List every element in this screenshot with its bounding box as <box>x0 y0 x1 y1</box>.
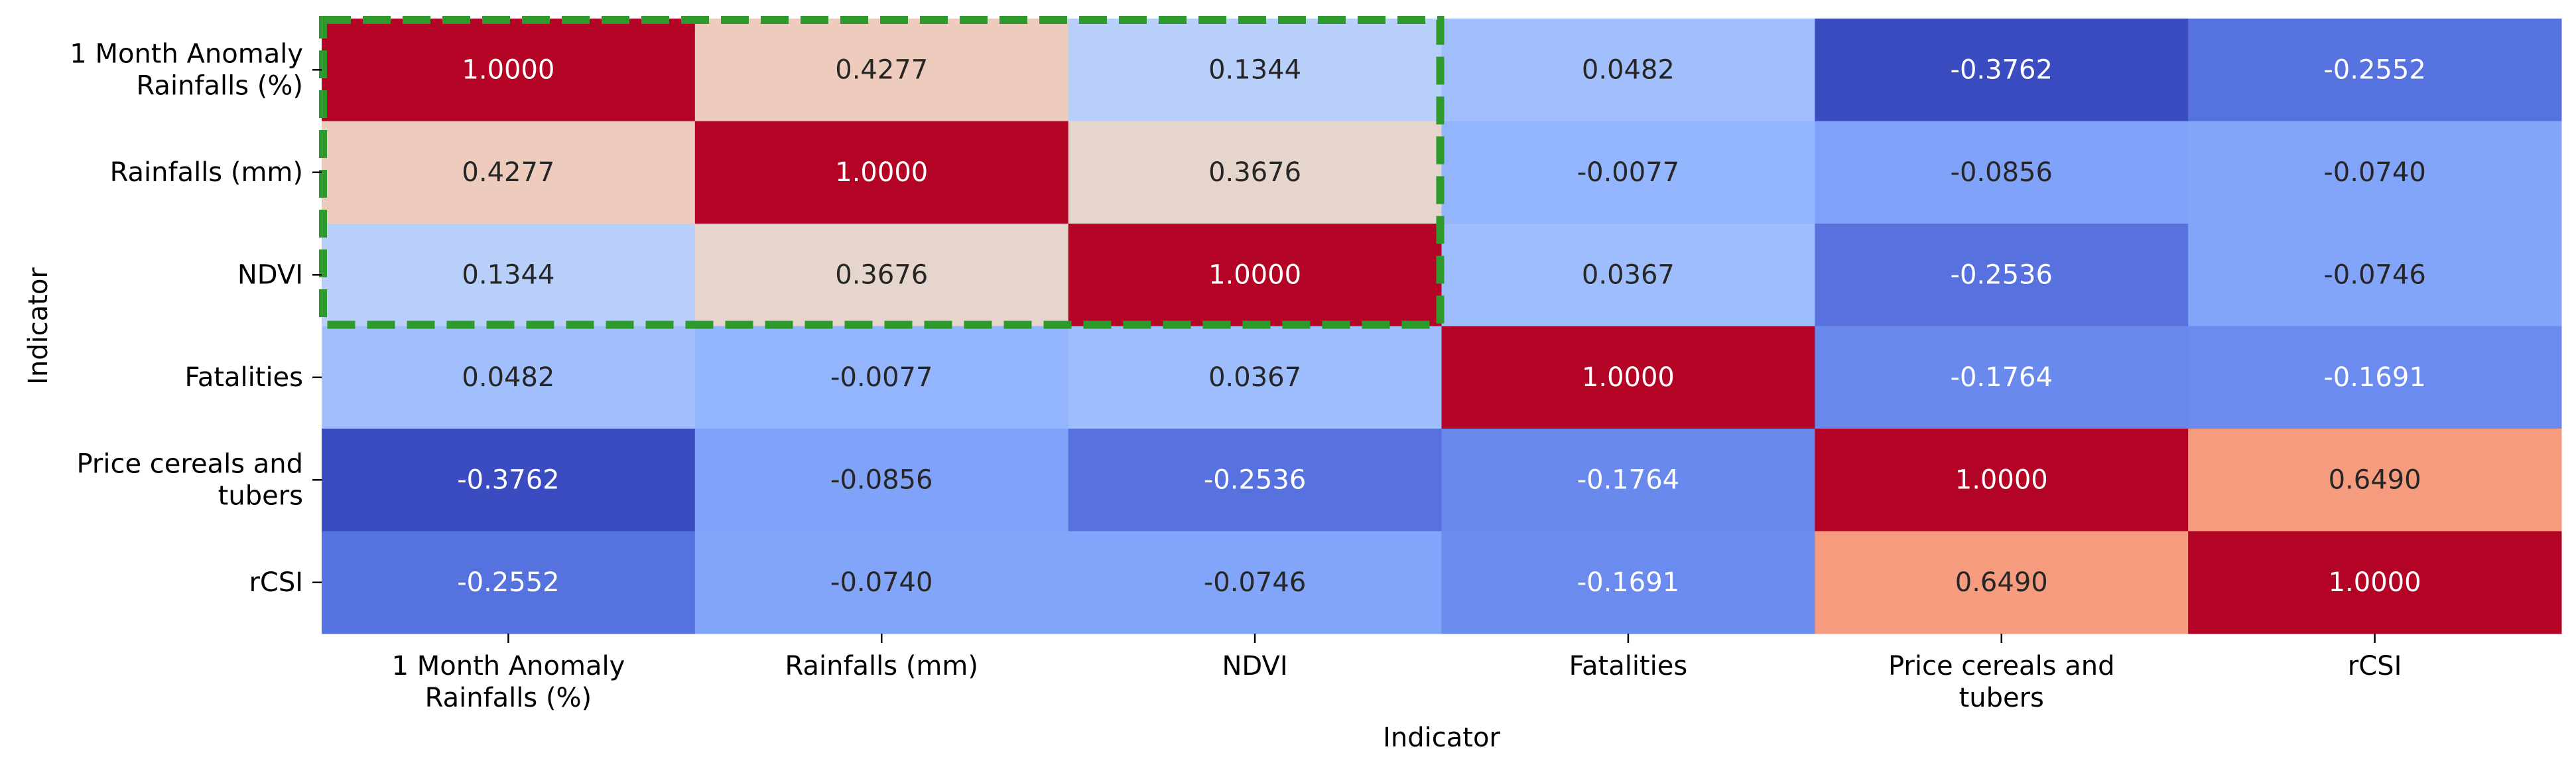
heatmap-cell-r1-c5 <box>2188 121 2562 224</box>
heatmap-value-r5-c1: -0.0740 <box>830 567 933 598</box>
heatmap-value-r4-c0: -0.3762 <box>457 464 559 495</box>
heatmap-cell-r3-c2 <box>1068 326 1442 429</box>
heatmap-value-r5-c4: 0.6490 <box>1955 567 2048 598</box>
heatmap-value-r1-c3: -0.0077 <box>1577 157 1679 188</box>
heatmap-value-r5-c2: -0.0746 <box>1204 567 1306 598</box>
heatmap-value-r1-c0: 0.4277 <box>462 157 554 188</box>
heatmap-cell-r4-c5 <box>2188 429 2562 531</box>
heatmap-cell-r2-c3 <box>1441 224 1815 326</box>
heatmap-value-r5-c5: 1.0000 <box>2329 567 2421 598</box>
x-tick-label-0: 1 Month Anomaly Rainfalls (%) <box>392 651 625 713</box>
heatmap-value-r3-c0: 0.0482 <box>462 362 554 393</box>
y-tick-label-2: NDVI <box>237 259 303 290</box>
heatmap-cell-r2-c4 <box>1815 224 2189 326</box>
heatmap-cell-r5-c1 <box>694 531 1069 634</box>
heatmap-value-r2-c1: 0.3676 <box>835 259 928 290</box>
heatmap-value-r0-c4: -0.3762 <box>1951 54 2053 85</box>
x-tick-label-4: Price cereals and tubers <box>1888 651 2115 713</box>
heatmap-value-r1-c1: 1.0000 <box>835 157 928 188</box>
heatmap-value-r4-c5: 0.6490 <box>2329 464 2421 495</box>
heatmap-cell-r1-c2 <box>1068 121 1442 224</box>
heatmap-cell-r0-c1 <box>694 19 1069 121</box>
heatmap-value-r3-c2: 0.0367 <box>1208 362 1301 393</box>
heatmap-cell-r4-c3 <box>1441 429 1815 531</box>
heatmap-cell-r2-c1 <box>694 224 1069 326</box>
y-tick-label-5: rCSI <box>249 567 303 598</box>
x-tick-label-3: Fatalities <box>1569 651 1688 681</box>
y-axis-title: Indicator <box>23 267 54 385</box>
x-tick-label-2: NDVI <box>1222 651 1287 681</box>
heatmap-cell-r4-c4 <box>1815 429 2189 531</box>
heatmap-cell-r3-c3 <box>1441 326 1815 429</box>
heatmap-cell-r5-c5 <box>2188 531 2562 634</box>
heatmap-value-r0-c1: 0.4277 <box>835 54 928 85</box>
heatmap-value-r5-c3: -0.1691 <box>1577 567 1679 598</box>
heatmap-value-r1-c5: -0.0740 <box>2323 157 2425 188</box>
heatmap-value-r3-c5: -0.1691 <box>2323 362 2425 393</box>
heatmap-cell-r2-c2 <box>1068 224 1442 326</box>
x-axis-title: Indicator <box>1383 723 1500 753</box>
x-tick-label-1: Rainfalls (mm) <box>785 651 978 681</box>
heatmap-cell-r1-c0 <box>322 121 696 224</box>
heatmap-value-r0-c5: -0.2552 <box>2323 54 2425 85</box>
heatmap-cell-r0-c2 <box>1068 19 1442 121</box>
heatmap-value-r2-c3: 0.0367 <box>1582 259 1675 290</box>
heatmap-cell-r0-c0 <box>322 19 696 121</box>
heatmap-value-r3-c3: 1.0000 <box>1582 362 1675 393</box>
heatmap-cell-r5-c3 <box>1441 531 1815 634</box>
x-tick-label-5: rCSI <box>2348 651 2402 681</box>
heatmap-cell-r3-c1 <box>694 326 1069 429</box>
heatmap-cell-r0-c5 <box>2188 19 2562 121</box>
y-tick-label-3: Fatalities <box>184 362 303 393</box>
heatmap-cell-r4-c0 <box>322 429 696 531</box>
heatmap-value-r5-c0: -0.2552 <box>457 567 559 598</box>
x-axis-ticks: 1 Month Anomaly Rainfalls (%) Rainfalls (m… <box>392 634 2402 713</box>
heatmap-value-r4-c3: -0.1764 <box>1577 464 1679 495</box>
heatmap-cells <box>322 19 2562 634</box>
heatmap-value-r3-c4: -0.1764 <box>1951 362 2053 393</box>
heatmap-cell-r2-c5 <box>2188 224 2562 326</box>
highlight-box <box>319 16 1445 329</box>
heatmap-value-r1-c2: 0.3676 <box>1208 157 1301 188</box>
y-axis-ticks: 1 Month Anomaly Rainfalls (%) Rainfalls (m… <box>70 38 322 598</box>
heatmap-cell-r4-c1 <box>694 429 1069 531</box>
heatmap-value-r0-c2: 0.1344 <box>1208 54 1301 85</box>
heatmap-cell-r5-c0 <box>322 531 696 634</box>
heatmap-value-r0-c0: 1.0000 <box>462 54 554 85</box>
y-tick-label-4: Price cereals and tubers <box>76 449 303 511</box>
heatmap-value-labels: 1.0000 0.4277 0.1344 0.0482 -0.3762 -0.2552 0.… <box>457 54 2426 598</box>
heatmap-cell-r5-c4 <box>1815 531 2189 634</box>
heatmap-value-r0-c3: 0.0482 <box>1582 54 1675 85</box>
heatmap-value-r4-c2: -0.2536 <box>1204 464 1306 495</box>
heatmap-cell-r1-c3 <box>1441 121 1815 224</box>
heatmap-cell-r5-c2 <box>1068 531 1442 634</box>
heatmap-cell-r1-c4 <box>1815 121 2189 224</box>
heatmap-cell-r0-c3 <box>1441 19 1815 121</box>
highlight-box-group <box>319 16 1445 329</box>
heatmap-cell-r3-c0 <box>322 326 696 429</box>
heatmap-value-r2-c5: -0.0746 <box>2323 259 2425 290</box>
heatmap-value-r2-c2: 1.0000 <box>1208 259 1301 290</box>
heatmap-value-r1-c4: -0.0856 <box>1951 157 2053 188</box>
heatmap-value-r2-c0: 0.1344 <box>462 259 554 290</box>
heatmap-cell-r4-c2 <box>1068 429 1442 531</box>
y-tick-label-1: Rainfalls (mm) <box>110 157 303 188</box>
heatmap-cell-r3-c5 <box>2188 326 2562 429</box>
heatmap-value-r4-c1: -0.0856 <box>830 464 933 495</box>
heatmap-cell-r3-c4 <box>1815 326 2189 429</box>
y-tick-label-0: 1 Month Anomaly Rainfalls (%) <box>70 38 303 101</box>
heatmap-cell-r2-c0 <box>322 224 696 326</box>
heatmap-value-r2-c4: -0.2536 <box>1951 259 2053 290</box>
heatmap-value-r4-c4: 1.0000 <box>1955 464 2048 495</box>
heatmap-cell-r0-c4 <box>1815 19 2189 121</box>
heatmap-cell-r1-c1 <box>694 121 1069 224</box>
heatmap-value-r3-c1: -0.0077 <box>830 362 933 393</box>
